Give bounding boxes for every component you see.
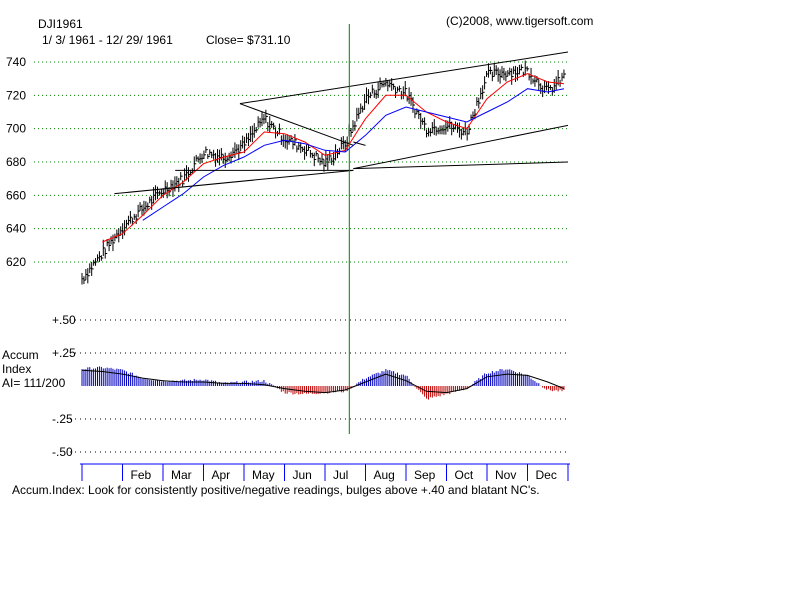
month-label: Sep [414, 468, 436, 482]
accum-index-label-line2: Index [2, 362, 32, 376]
price-y-tick-label: 680 [6, 155, 26, 169]
trendline [353, 141, 366, 146]
accum-y-tick-label: +.25 [52, 346, 76, 360]
price-y-tick-label: 720 [6, 88, 26, 102]
price-y-tick-label: 640 [6, 222, 26, 236]
month-label: Apr [212, 468, 231, 482]
accum-bars [81, 366, 565, 400]
ma-21-line [102, 73, 565, 243]
month-label: Dec [536, 468, 557, 482]
month-label: Jun [293, 468, 312, 482]
accum-index-reading: AI= 111/200 [2, 376, 66, 390]
trendline [353, 124, 569, 170]
trendline [114, 169, 354, 195]
trendline [239, 103, 354, 146]
month-label: Aug [374, 468, 395, 482]
chart-copyright: (C)2008, www.tigersoft.com [446, 14, 594, 28]
accum-ma-line [81, 369, 565, 394]
month-label: Mar [171, 468, 192, 482]
trendline [239, 51, 569, 105]
accum-index-label-line1: Accum [2, 348, 39, 362]
accum-index-note: Accum.Index: Look for consistently posit… [12, 483, 540, 497]
price-y-tick-label: 660 [6, 188, 26, 202]
chart-close-label: Close= $731.10 [206, 33, 291, 47]
month-label: Nov [495, 468, 516, 482]
chart-date-range: 1/ 3/ 1961 - 12/ 29/ 1961 [42, 33, 173, 47]
price-y-tick-label: 740 [6, 55, 26, 69]
price-y-tick-label: 620 [6, 255, 26, 269]
accum-y-tick-label: +.50 [52, 313, 76, 327]
month-label: Oct [455, 468, 474, 482]
trendline [353, 161, 569, 170]
accum-y-tick-label: -.50 [52, 445, 73, 459]
ma-50-line [142, 88, 565, 221]
month-label: Jul [333, 468, 348, 482]
month-label: May [252, 468, 275, 482]
chart-ticker: DJI1961 [38, 17, 83, 31]
accum-y-tick-label: -.25 [52, 412, 73, 426]
month-label: Feb [131, 468, 152, 482]
price-y-tick-label: 700 [6, 122, 26, 136]
